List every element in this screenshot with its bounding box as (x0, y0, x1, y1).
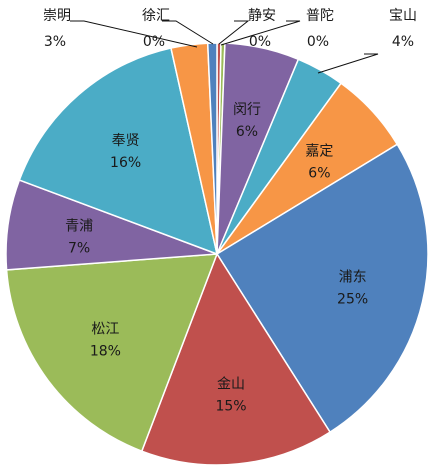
slice-value-label-7: 18% (90, 343, 121, 359)
slice-label-8: 青浦 (65, 218, 93, 234)
slice-label-1: 普陀 (306, 8, 334, 24)
slice-labels: 静安 0% 普陀 0% 闵行 6% 宝山 4% 嘉定 6% 浦东 25% 金山 15% 松江 18% 青浦 7% 奉… (43, 8, 417, 415)
leader-line-11 (162, 20, 214, 45)
slice-label-10: 崇明 (43, 8, 71, 24)
slice-label-2: 闵行 (233, 102, 261, 118)
leader-line-0 (218, 20, 250, 45)
slice-value-label-11: 0% (143, 34, 165, 50)
slice-value-label-0: 0% (249, 34, 271, 50)
pie-slice-7 (5, 253, 219, 453)
slice-value-label-8: 7% (68, 240, 90, 256)
slice-value-label-3: 4% (392, 34, 414, 50)
slice-label-9: 奉贤 (112, 133, 140, 149)
leader-line-1 (220, 20, 301, 46)
slice-value-label-5: 25% (337, 292, 368, 308)
slice-label-5: 浦东 (339, 270, 367, 286)
leader-line-10 (70, 20, 198, 48)
pie-slice-6 (140, 252, 332, 466)
pie-slice-9 (18, 47, 219, 256)
slice-value-label-4: 6% (308, 166, 330, 182)
pie-slice-5 (215, 143, 429, 434)
slice-label-7: 松江 (91, 321, 119, 337)
leader-line-3 (317, 53, 379, 74)
slice-value-label-6: 15% (215, 399, 246, 415)
slice-label-4: 嘉定 (305, 144, 333, 160)
slice-label-0: 静安 (248, 8, 276, 24)
slice-label-3: 宝山 (389, 8, 417, 24)
slice-value-label-2: 6% (236, 124, 258, 140)
callout-leader-lines (70, 20, 379, 74)
slice-label-6: 金山 (217, 377, 245, 393)
slice-value-label-1: 0% (307, 34, 329, 50)
slice-value-label-9: 16% (110, 155, 141, 171)
slice-label-11: 徐汇 (142, 8, 170, 24)
slice-value-label-10: 3% (44, 34, 66, 50)
